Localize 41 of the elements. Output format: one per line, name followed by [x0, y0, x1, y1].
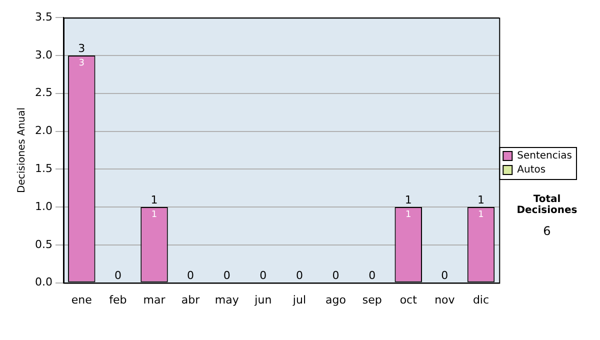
y-tick-label: 1.5 — [34, 162, 52, 175]
y-tick-label: 3.5 — [34, 10, 52, 24]
x-tick-label: mar — [143, 293, 166, 306]
legend-label: Sentencias — [517, 150, 572, 162]
total-label: 3 — [78, 42, 86, 55]
x-tick-label: ago — [326, 293, 346, 306]
total-label: 1 — [404, 193, 412, 206]
y-tick-label: 3.0 — [34, 48, 52, 62]
text: 6 — [542, 224, 552, 238]
x-tick-label: nov — [434, 293, 456, 306]
y-axis-title: Decisiones Anual — [16, 107, 28, 193]
x-tick-label: oct — [400, 293, 418, 306]
total-label: 0 — [114, 269, 122, 282]
y-tick-label: 1.0 — [34, 200, 52, 213]
total-label: 0 — [223, 269, 230, 282]
y-tick-label: 0.5 — [34, 238, 52, 251]
legend-label: Autos — [517, 164, 546, 176]
y-tick-label: 0.0 — [34, 276, 52, 289]
x-tick-label: jun — [254, 293, 272, 306]
total-label: 1 — [150, 193, 158, 206]
total-label: 1 — [477, 193, 484, 206]
total-label: 0 — [332, 269, 340, 282]
y-tick-label: 2.5 — [34, 86, 52, 100]
data-label: 3 — [78, 58, 85, 68]
x-tick-label: sep — [362, 293, 382, 306]
total-label: 0 — [441, 269, 448, 282]
x-tick-label: dic — [472, 293, 490, 306]
total-label: 0 — [368, 269, 376, 282]
data-label: 1 — [478, 210, 484, 220]
x-tick-label: ene — [71, 293, 92, 306]
x-tick-label: may — [214, 293, 240, 306]
data-label: 1 — [151, 210, 158, 220]
x-tick-label: feb — [109, 293, 127, 306]
x-tick-label: jul — [292, 293, 306, 306]
y-tick-label: 2.0 — [34, 124, 52, 138]
x-tick-label: abr — [181, 293, 200, 306]
total-label: 0 — [296, 269, 303, 282]
total-label: 0 — [260, 269, 267, 282]
total-label: 0 — [187, 269, 194, 282]
text: Total Decisiones — [516, 194, 578, 216]
data-label: 1 — [406, 210, 412, 220]
